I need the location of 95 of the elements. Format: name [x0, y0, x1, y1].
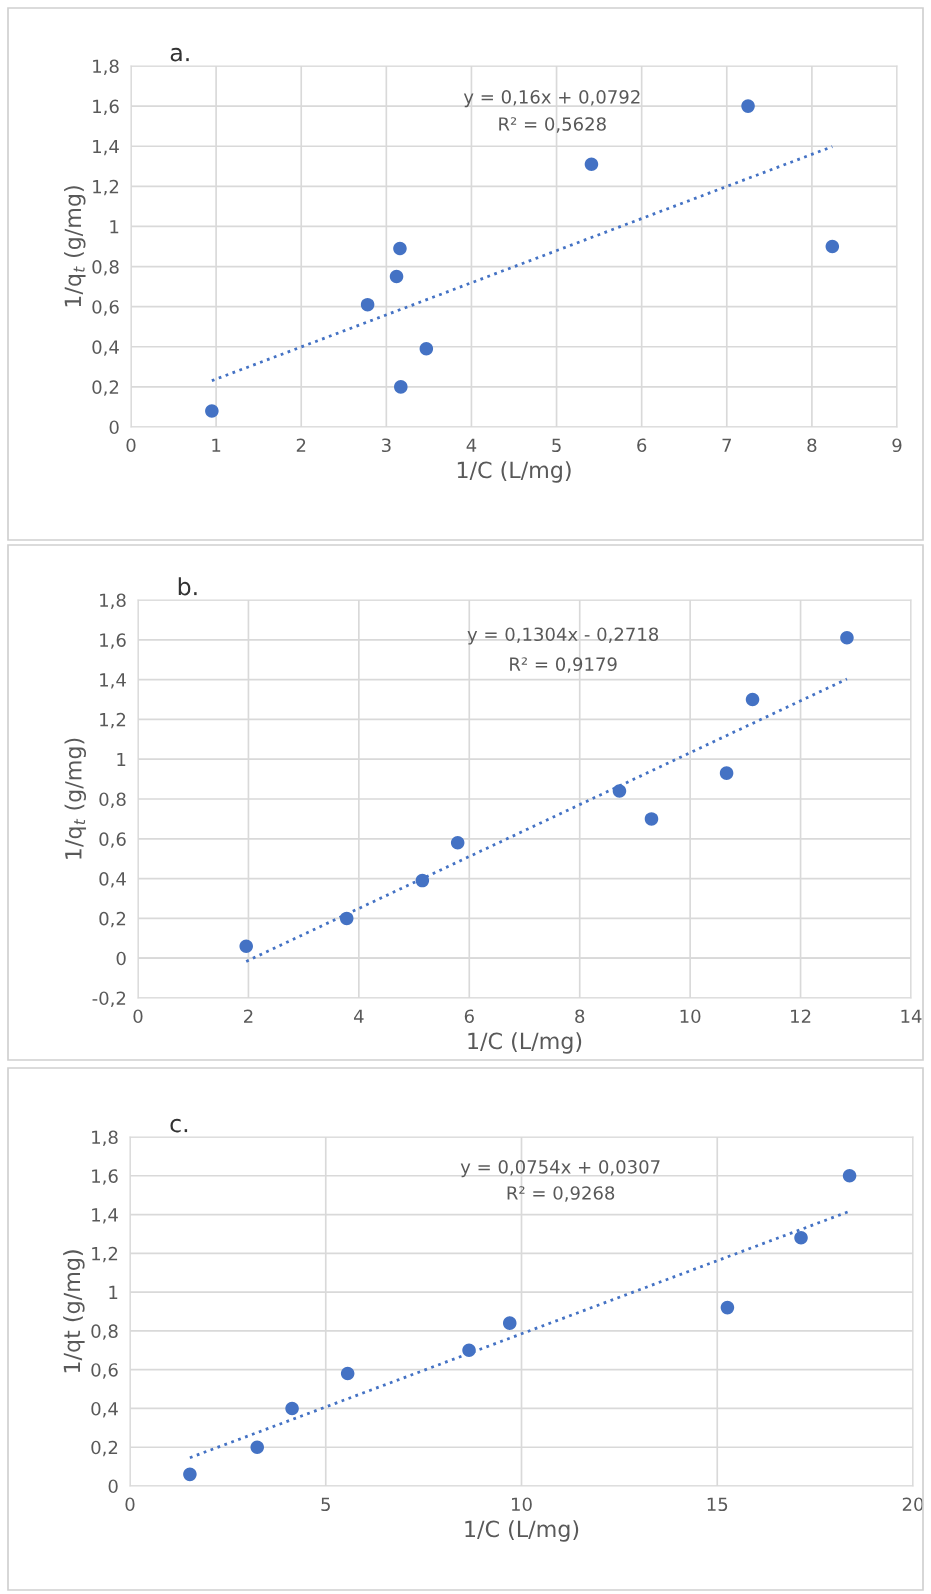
y-tick-label: 0,6 — [91, 1363, 118, 1379]
chart-title: c. — [170, 1118, 188, 1133]
y-tick-label: 0,6 — [99, 832, 126, 848]
x-tick-label: 14 — [901, 1009, 922, 1023]
y-tick-label: 0,8 — [91, 1324, 118, 1340]
y-tick-label: 0,2 — [92, 380, 119, 396]
y-tick-label: 0,8 — [92, 260, 119, 276]
x-tick-label: 1 — [212, 438, 221, 452]
point — [340, 1366, 355, 1381]
x-tick-label: 20 — [902, 1497, 924, 1512]
x-tick-label: 5 — [321, 1497, 330, 1512]
y-tick-label: 1,6 — [93, 99, 119, 116]
y-tick-label: 0,4 — [92, 340, 119, 356]
point — [644, 812, 659, 826]
point — [250, 1440, 265, 1454]
annotation: y = 0,1304x - 0,2718 — [467, 627, 659, 645]
y-tick-label: 0,6 — [92, 300, 119, 316]
x-axis-title: 1/C (L/mg) — [457, 461, 571, 483]
point — [394, 380, 408, 394]
point — [393, 241, 407, 256]
y-tick-label: 1,4 — [93, 139, 119, 156]
y-axis-title: 1/q$_{t}$ (g/mg) — [64, 738, 87, 859]
point — [462, 1343, 476, 1358]
y-tick-label: 0,8 — [99, 792, 126, 808]
y-tick-label: 1 — [117, 752, 126, 767]
point — [825, 239, 840, 254]
x-tick-label: 8 — [807, 438, 817, 453]
point — [205, 404, 219, 418]
x-axis-title: 1/C (L/mg) — [465, 1520, 579, 1542]
point — [745, 692, 760, 707]
x-tick-label: 4 — [466, 438, 477, 452]
y-tick-label: 0,4 — [99, 872, 126, 888]
x-tick-label: 10 — [512, 1497, 532, 1512]
x-tick-label: 2 — [296, 438, 306, 452]
x-tick-label: 9 — [892, 438, 902, 453]
point — [719, 766, 734, 780]
y-tick-label: 0 — [116, 951, 126, 966]
y-tick-label: 0,4 — [91, 1401, 118, 1418]
annotation: R² = 0,9268 — [507, 1186, 615, 1202]
point — [720, 1300, 735, 1315]
point — [794, 1231, 808, 1245]
x-tick-label: 0 — [133, 1009, 143, 1024]
point — [183, 1467, 197, 1482]
y-tick-label: 1 — [109, 1285, 118, 1299]
point — [612, 784, 627, 798]
chart-title: b. — [178, 577, 197, 596]
y-tick-label: 1,2 — [93, 179, 119, 196]
x-tick-label: 15 — [707, 1497, 728, 1512]
y-tick-label: 0,2 — [99, 911, 126, 928]
x-tick-label: 8 — [575, 1009, 585, 1024]
y-tick-label: -0,2 — [92, 991, 126, 1007]
point — [419, 342, 434, 356]
y-axis-title: 1/qt (g/mg) — [63, 1250, 85, 1373]
annotation: R² = 0,5628 — [499, 117, 606, 133]
point — [450, 836, 465, 850]
x-tick-label: 12 — [791, 1009, 811, 1023]
annotation: y = 0,16x + 0,0792 — [463, 90, 640, 108]
point — [741, 99, 755, 113]
x-tick-label: 3 — [381, 438, 391, 453]
x-tick-label: 7 — [722, 438, 731, 452]
annotation: R² = 0,9179 — [510, 657, 617, 673]
point — [840, 631, 854, 645]
point — [389, 269, 404, 284]
y-tick-label: 1,8 — [100, 593, 126, 609]
y-tick-label: 1 — [110, 220, 119, 234]
x-tick-label: 0 — [126, 438, 136, 453]
y-tick-label: 1,8 — [93, 59, 119, 75]
y-tick-label: 0 — [109, 420, 119, 435]
x-tick-label: 6 — [637, 438, 647, 453]
y-tick-label: 0 — [108, 1479, 118, 1494]
point — [239, 939, 253, 954]
annotation: y = 0,0754x + 0,0307 — [460, 1159, 660, 1178]
y-tick-label: 1,6 — [100, 633, 126, 649]
y-tick-label: 1,2 — [92, 1246, 118, 1263]
y-tick-label: 1,2 — [100, 712, 126, 729]
y-tick-label: 0,2 — [91, 1440, 118, 1457]
point — [502, 1316, 517, 1330]
chart-title: a. — [170, 47, 189, 62]
x-tick-label: 6 — [464, 1009, 474, 1024]
point — [584, 157, 599, 172]
y-axis-title: 1/q$_{t}$ (g/mg) — [64, 186, 86, 307]
y-tick-label: 1,4 — [100, 673, 126, 689]
x-tick-label: 2 — [244, 1009, 253, 1023]
y-tick-label: 1,6 — [92, 1169, 118, 1185]
point — [285, 1401, 299, 1416]
x-axis-title: 1/C (L/mg) — [468, 1032, 582, 1054]
point — [415, 873, 430, 888]
point — [339, 911, 354, 926]
y-tick-label: 1,4 — [92, 1208, 118, 1224]
y-tick-label: 1,8 — [92, 1130, 118, 1146]
x-tick-label: 4 — [354, 1009, 364, 1023]
point — [842, 1169, 857, 1183]
x-tick-label: 5 — [552, 438, 561, 453]
x-tick-label: 10 — [680, 1009, 701, 1024]
point — [360, 297, 375, 312]
